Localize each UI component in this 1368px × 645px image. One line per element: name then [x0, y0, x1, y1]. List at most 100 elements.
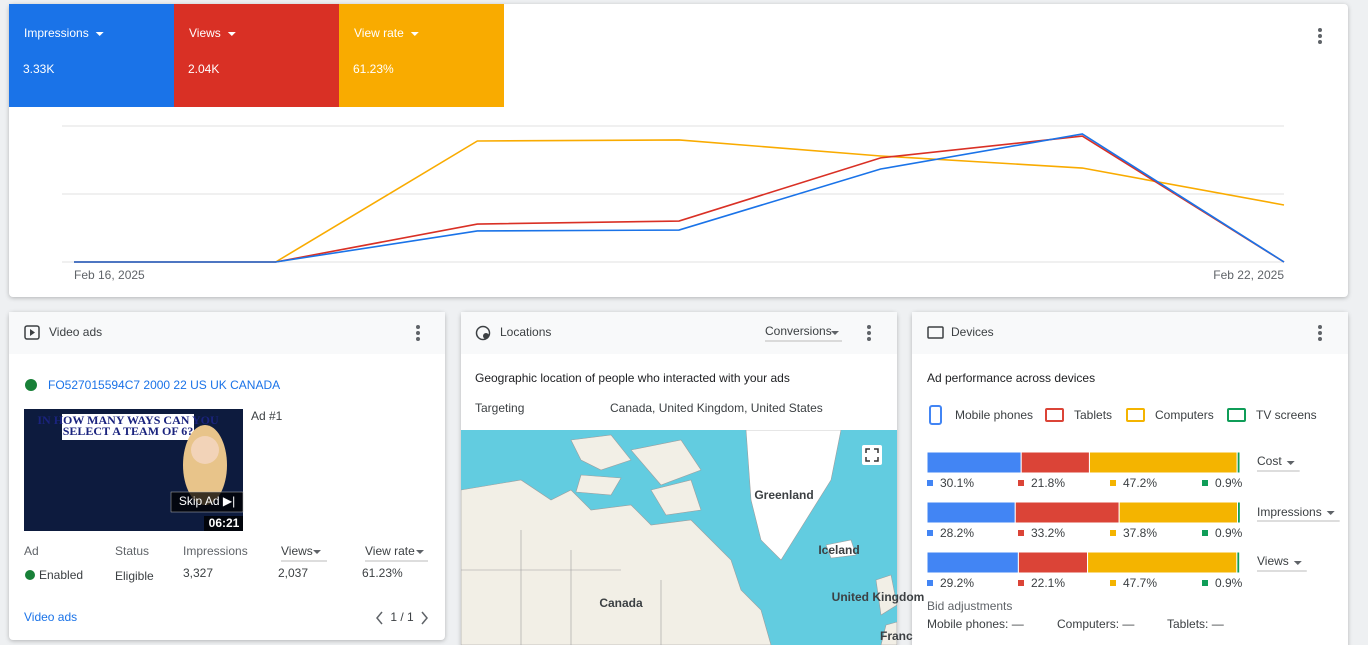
kebab-menu[interactable] [1318, 325, 1322, 341]
device-bar [1118, 501, 1238, 524]
value-label: 33.2% [1031, 526, 1065, 540]
device-bar [1236, 501, 1241, 524]
legend-label: Mobile phones [955, 408, 1033, 422]
prev-button[interactable] [376, 611, 383, 625]
thumbnail-text: SELECT A TEAM OF 6? [63, 424, 193, 438]
metric-label: Views [189, 26, 221, 40]
kebab-menu[interactable] [416, 325, 420, 341]
dropdown-arrow [1286, 461, 1295, 465]
bid: Mobile phones: — [927, 617, 1024, 631]
land [745, 430, 842, 561]
map-label: Franc [880, 629, 913, 643]
x-tick-label: Feb 16, 2025 [74, 268, 145, 282]
cell: 3,327 [183, 566, 213, 580]
devices-icon [927, 326, 944, 339]
status-dot [25, 379, 37, 391]
dropdown-arrow [95, 32, 104, 36]
device-bar [1014, 501, 1120, 524]
footer-link[interactable]: Video ads [24, 610, 77, 624]
kebab-menu[interactable] [1318, 28, 1322, 44]
metric-dropdown[interactable]: Cost [1257, 454, 1282, 468]
value-label: 22.1% [1031, 576, 1065, 590]
bid: Tablets: — [1167, 617, 1224, 631]
label-swatch [1110, 530, 1116, 536]
column-header[interactable]: Views [281, 544, 313, 558]
location-icon [475, 325, 491, 341]
sort-arrow [416, 550, 424, 554]
borders [461, 530, 662, 645]
video-icon [30, 329, 35, 336]
value-label: 37.8% [1123, 526, 1157, 540]
device-bar [1236, 451, 1241, 474]
value: Canada, United Kingdom, United States [610, 401, 823, 415]
dropdown[interactable]: Conversions [765, 324, 832, 338]
status-dot [25, 570, 35, 580]
label-swatch [1202, 480, 1208, 486]
column-header: Impressions [183, 544, 248, 558]
duration-badge [204, 516, 243, 531]
dropdown-arrow [227, 32, 236, 36]
metric-label: View rate [354, 26, 404, 40]
fullscreen-button[interactable] [862, 445, 882, 465]
column-header: Status [115, 544, 149, 558]
metric-tile[interactable] [174, 4, 339, 107]
legend-icon [1126, 408, 1145, 422]
dropdown-arrow [1293, 561, 1302, 565]
device-bar [1017, 551, 1089, 574]
metric-dropdown[interactable]: Impressions [1257, 505, 1322, 519]
duration: 06:21 [209, 516, 240, 530]
skip-text: Skip Ad ▶| [179, 494, 235, 508]
land [875, 574, 897, 645]
label-swatch [1110, 480, 1116, 486]
video-icon [24, 325, 40, 340]
cell: 2,037 [278, 566, 308, 580]
fullscreen-icon [865, 448, 879, 462]
metric-dropdown[interactable]: Views [1257, 554, 1289, 568]
legend-label: Tablets [1074, 408, 1112, 422]
series-line [74, 133, 1285, 263]
dropdown-arrow [831, 331, 839, 335]
card-title: Video ads [49, 325, 102, 339]
land [825, 539, 857, 559]
section-title: Geographic location of people who intera… [475, 371, 790, 385]
kebab-menu[interactable] [867, 325, 871, 341]
map-label: United Kingdom [832, 590, 925, 604]
device-bar [1087, 551, 1238, 574]
location-icon [483, 333, 489, 339]
metric-tile[interactable] [339, 4, 504, 107]
thumbnail-figure [191, 436, 219, 464]
metric-tile[interactable] [9, 4, 174, 107]
section-label: Bid adjustments [927, 599, 1012, 613]
label-swatch [927, 580, 933, 586]
legend-icon [1045, 408, 1064, 422]
column-header[interactable]: View rate [365, 544, 415, 558]
device-bar [1236, 551, 1241, 574]
cell: Eligible [115, 569, 154, 583]
label-swatch [1018, 580, 1024, 586]
value-label: 0.9% [1215, 476, 1243, 490]
next-button[interactable] [421, 611, 428, 625]
section-title: Ad performance across devices [927, 371, 1095, 385]
label: Targeting [475, 401, 524, 415]
card-header [912, 312, 1348, 354]
map [461, 430, 897, 645]
label-swatch [1110, 580, 1116, 586]
campaign-link[interactable]: FO527015594C7 2000 22 US UK CANADA [48, 378, 280, 392]
skip-button [170, 491, 244, 513]
column-header: Ad [24, 544, 39, 558]
legend-icon [1227, 408, 1246, 422]
device-bar [926, 501, 1016, 524]
device-bar [926, 551, 1019, 574]
label-swatch [1202, 530, 1208, 536]
device-bar [1020, 451, 1090, 474]
card-header [9, 312, 445, 354]
label-swatch [1018, 530, 1024, 536]
cell: Enabled [39, 568, 83, 582]
value-label: 28.2% [940, 526, 974, 540]
bid: Computers: — [1057, 617, 1134, 631]
metric-label: Impressions [24, 26, 89, 40]
value-label: 47.2% [1123, 476, 1157, 490]
value-label: 21.8% [1031, 476, 1065, 490]
dropdown-arrow [410, 32, 419, 36]
